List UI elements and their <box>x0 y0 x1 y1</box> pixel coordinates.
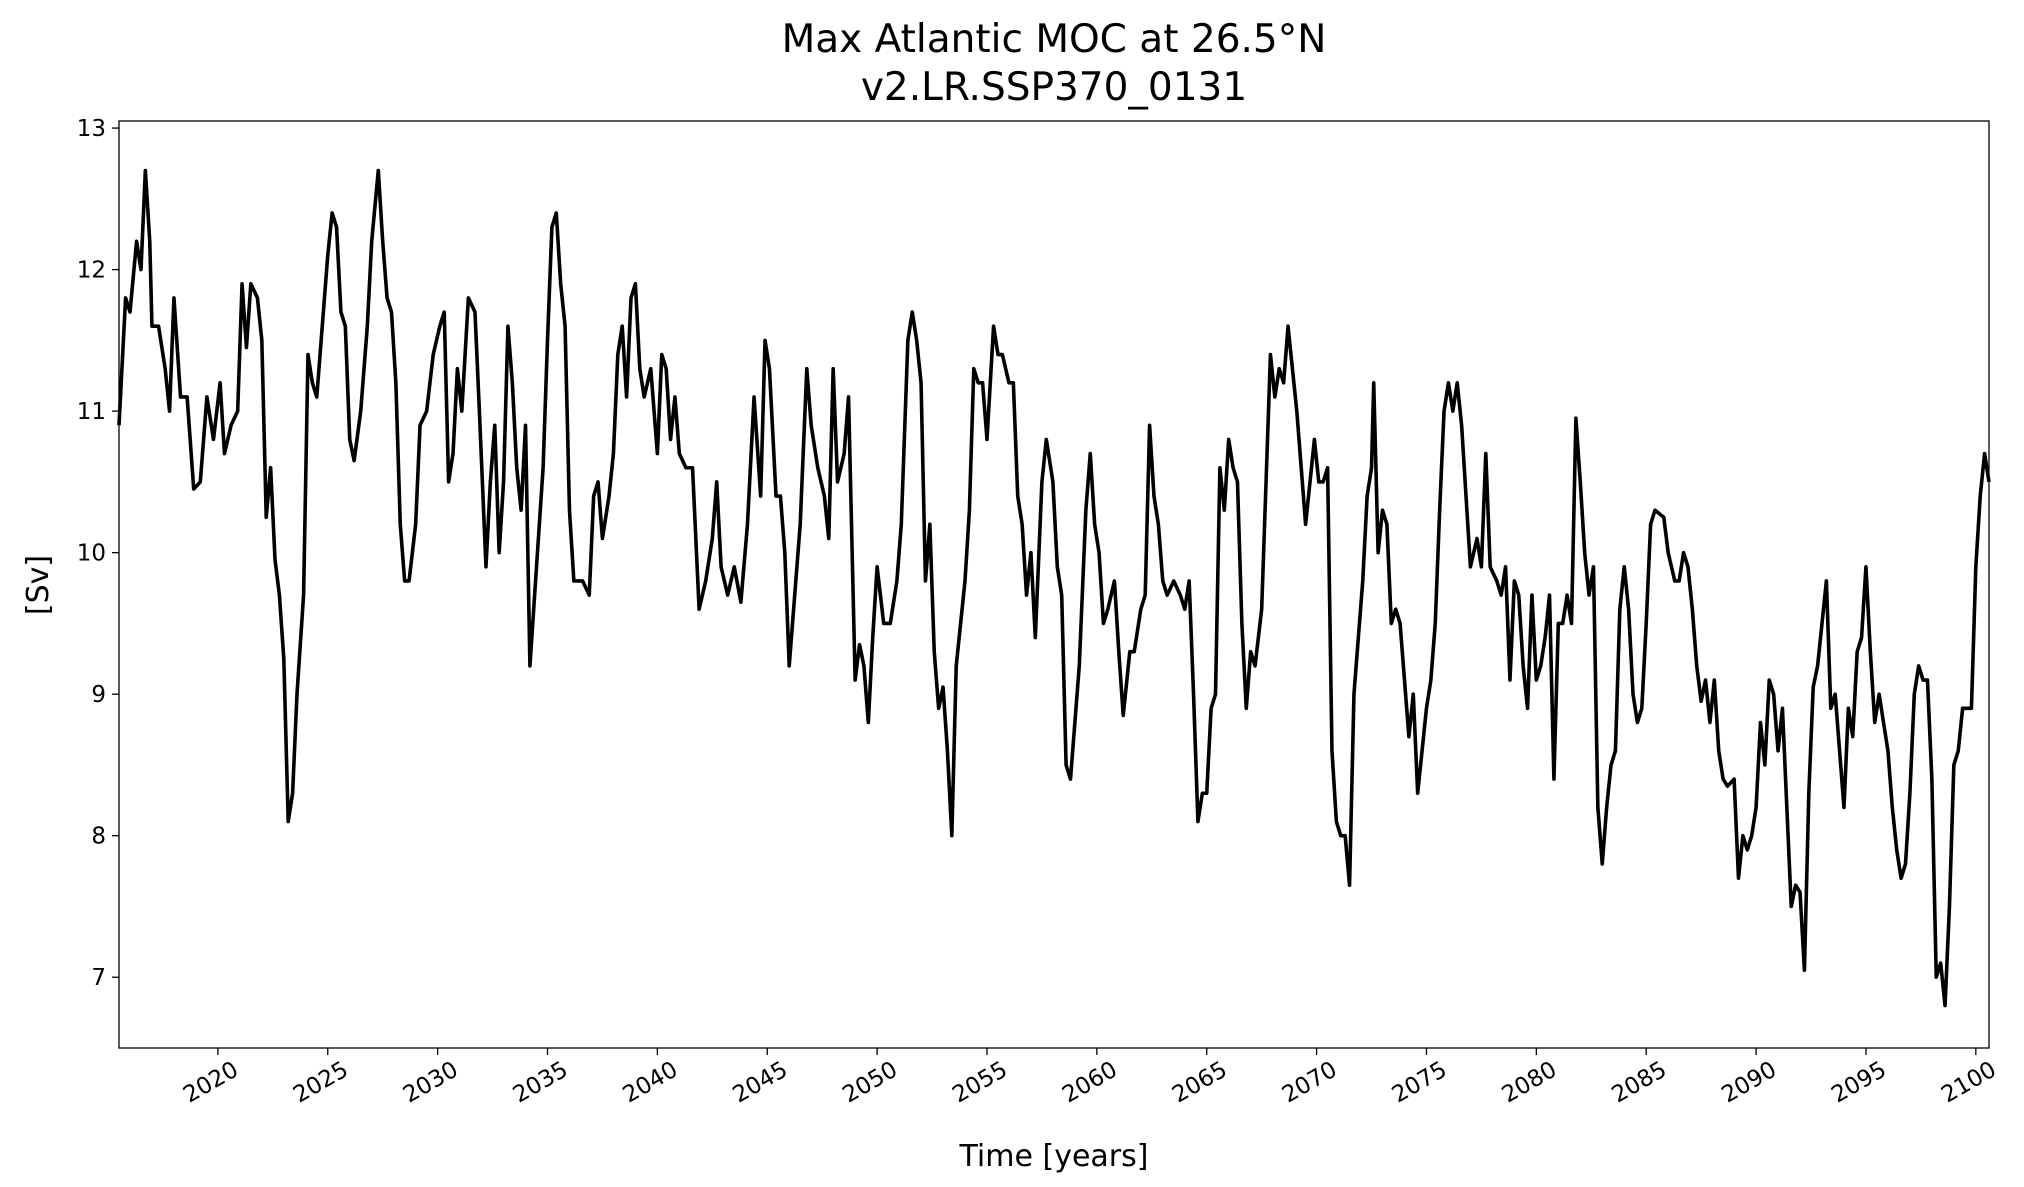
y-tick-label: 13 <box>77 116 106 142</box>
x-tick-label: 2075 <box>1388 1057 1452 1109</box>
x-tick-label: 2095 <box>1827 1057 1891 1109</box>
chart-title: Max Atlantic MOC at 26.5°N <box>782 17 1327 62</box>
x-tick-label: 2080 <box>1498 1057 1562 1109</box>
data-line <box>117 168 1991 1008</box>
y-tick-label: 9 <box>91 682 106 708</box>
y-tick-label: 12 <box>77 258 106 284</box>
x-tick-label: 2085 <box>1608 1057 1672 1109</box>
x-tick-label: 2055 <box>948 1057 1012 1109</box>
x-tick-label: 2045 <box>729 1057 793 1109</box>
y-tick-label: 7 <box>91 965 106 991</box>
x-tick-label: 2050 <box>838 1057 902 1109</box>
x-tick-label: 2030 <box>399 1057 463 1109</box>
x-tick-label: 2025 <box>289 1057 353 1109</box>
plot-frame <box>118 120 1990 1049</box>
x-tick-label: 2040 <box>619 1057 683 1109</box>
y-tick-label: 11 <box>77 399 106 425</box>
x-tick-label: 2090 <box>1717 1057 1781 1109</box>
y-tick-label: 8 <box>91 824 106 850</box>
x-axis-label: Time [years] <box>959 1139 1149 1174</box>
y-axis-label: [Sv] <box>21 555 56 615</box>
x-tick-label: 2100 <box>1937 1057 2001 1109</box>
x-tick-label: 2060 <box>1058 1057 1122 1109</box>
y-tick-label: 10 <box>77 541 106 567</box>
chart-subtitle: v2.LR.SSP370_0131 <box>861 65 1247 110</box>
x-tick-label: 2070 <box>1278 1057 1342 1109</box>
x-tick-label: 2065 <box>1168 1057 1232 1109</box>
x-tick-label: 2035 <box>509 1057 573 1109</box>
x-tick-label: 2020 <box>179 1057 243 1109</box>
